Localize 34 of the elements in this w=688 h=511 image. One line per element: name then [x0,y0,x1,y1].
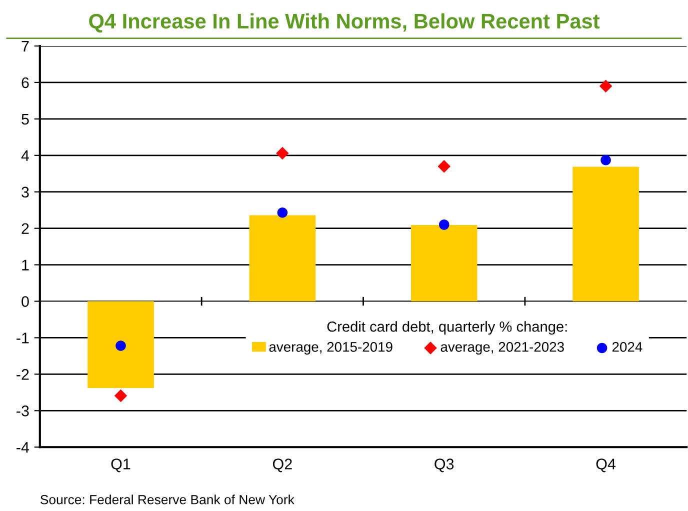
point [438,220,450,230]
point [116,340,126,351]
point [114,389,128,402]
x-tick-label: Q4 [596,458,616,472]
point [277,207,288,218]
chart-title: Q4 Increase In Line With Norms, Below Recent Past [89,13,600,32]
bar [572,166,639,302]
legend-label: 2024 [612,342,642,352]
x-tick-label: Q1 [111,458,130,472]
bar [410,225,478,302]
y-tick-label: -1 [16,332,29,344]
point [600,154,611,166]
source-note: Source: Federal Reserve Bank of New York [40,494,294,504]
bar [249,215,316,302]
x-tick-label: Q2 [272,458,292,472]
y-tick-label: 2 [22,223,29,234]
y-tick-label: 4 [21,150,30,161]
y-tick-label: 7 [22,41,29,52]
point [599,80,612,92]
y-tick-label: 6 [22,77,29,88]
x-tick-label: Q3 [434,458,454,472]
legend-title: Credit card debt, quarterly % change: [327,321,567,335]
point [276,146,289,160]
legend-label: average, 2015-2019 [269,342,392,355]
y-tick-label: 1 [22,260,29,270]
y-tick-label: -4 [16,442,30,453]
point [438,160,450,173]
legend-label: average, 2021-2023 [440,342,564,355]
y-tick-label: 0 [22,296,29,307]
y-tick-label: 3 [22,186,29,198]
y-tick-label: 5 [22,114,29,125]
y-tick-label: -3 [16,406,29,416]
bar [88,301,154,388]
y-tick-label: -2 [16,369,29,380]
